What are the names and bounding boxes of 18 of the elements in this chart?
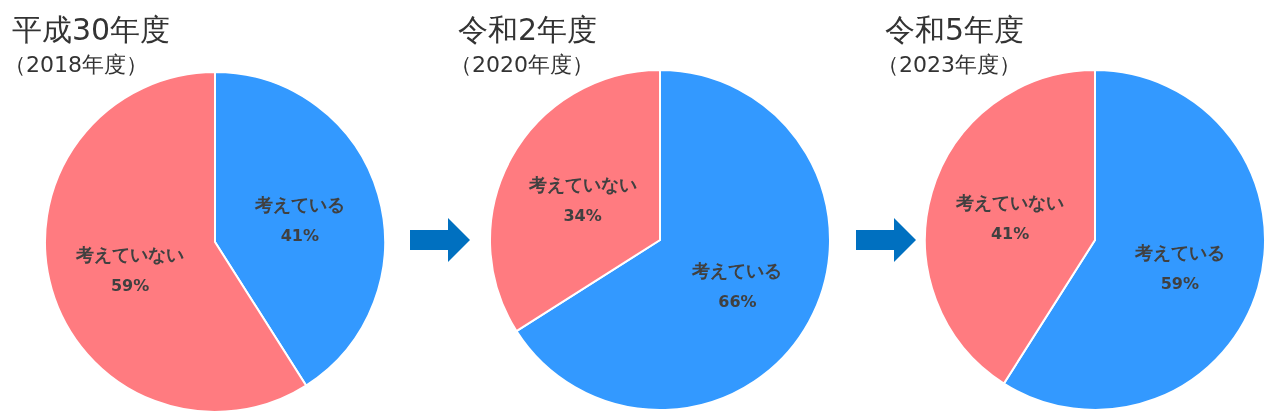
data-label: 66% — [718, 291, 757, 311]
data-label: 41% — [990, 224, 1030, 244]
data-label: 59% — [110, 275, 150, 295]
data-label: 34% — [563, 206, 602, 226]
slice-label: 考えていない — [75, 243, 185, 265]
data-label: 41% — [280, 226, 320, 246]
slice-label: 考えていない — [527, 174, 637, 196]
slice-label: 考えていない — [955, 192, 1065, 214]
chart-subtitle: （2023年度） — [877, 52, 1021, 77]
chart-title: 令和2年度 — [458, 12, 598, 47]
data-label: 59% — [1160, 273, 1200, 293]
chart-subtitle: （2018年度） — [4, 52, 148, 77]
chart-title: 令和5年度 — [885, 12, 1025, 47]
slice-label: 考えている — [1133, 241, 1225, 263]
slice-label: 考えている — [691, 259, 783, 281]
chart-subtitle: （2020年度） — [450, 52, 594, 77]
chart-title: 平成30年度 — [12, 12, 171, 47]
slice-label: 考えている — [253, 194, 345, 216]
